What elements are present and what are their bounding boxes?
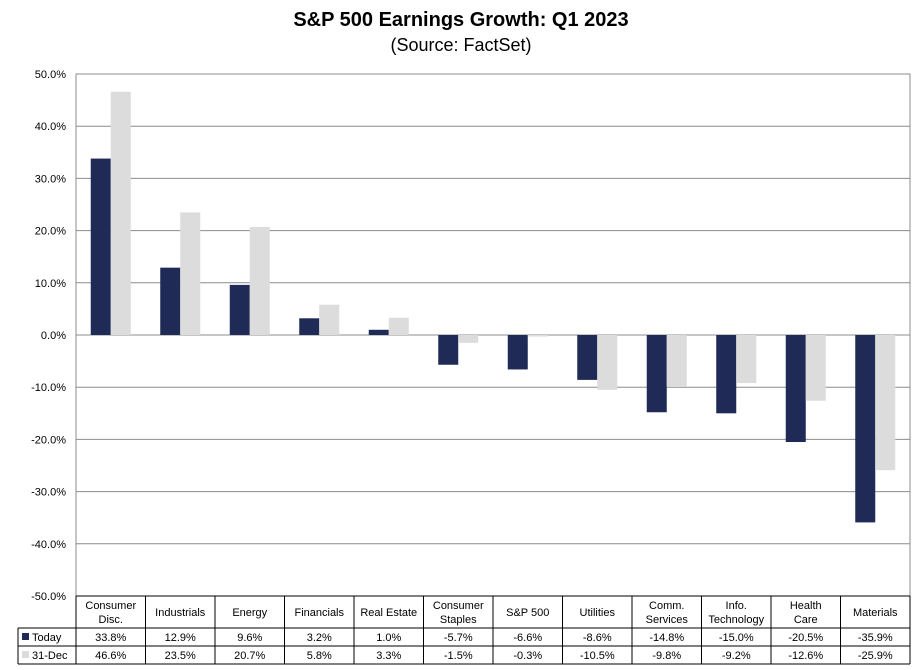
category-label: Materials [853, 607, 898, 619]
legend-label: 31-Dec [32, 650, 68, 662]
legend-label: Today [32, 632, 62, 644]
category-label: Disc. [99, 614, 123, 626]
y-tick-label: 40.0% [35, 121, 66, 133]
data-label: -0.3% [513, 650, 542, 662]
category-label: Consumer [433, 600, 484, 612]
bar-31-dec [180, 212, 201, 335]
y-tick-label: -10.0% [31, 382, 66, 394]
category-label: Real Estate [360, 607, 417, 619]
y-tick-label: 30.0% [35, 173, 66, 185]
category-label: S&P 500 [506, 607, 549, 619]
data-label: 5.8% [307, 650, 332, 662]
data-label: -9.2% [722, 650, 751, 662]
data-label: -25.9% [858, 650, 893, 662]
bar-31-dec [805, 335, 826, 401]
y-tick-label: 10.0% [35, 278, 66, 290]
bars [90, 91, 896, 523]
legend-key-31-dec [22, 651, 29, 658]
data-label: 20.7% [234, 650, 265, 662]
chart-subtitle: (Source: FactSet) [390, 35, 531, 55]
category-label: Energy [232, 607, 267, 619]
data-label: -10.5% [580, 650, 615, 662]
data-label: -5.7% [444, 632, 473, 644]
category-label: Consumer [85, 600, 136, 612]
category-label: Comm. [649, 600, 684, 612]
data-label: 23.5% [165, 650, 196, 662]
bar-31-dec [875, 335, 896, 471]
chart-title: S&P 500 Earnings Growth: Q1 2023 [293, 9, 628, 31]
bar-31-dec [597, 335, 618, 390]
gridlines [76, 73, 910, 597]
data-label: -6.6% [513, 632, 542, 644]
bar-today [229, 284, 250, 335]
category-label: Financials [294, 607, 344, 619]
data-label: 9.6% [237, 632, 262, 644]
bar-31-dec [388, 317, 409, 335]
data-label: 33.8% [95, 632, 126, 644]
data-label: 3.3% [376, 650, 401, 662]
bar-31-dec [319, 304, 340, 335]
category-label: Care [794, 614, 818, 626]
y-tick-label: -40.0% [31, 539, 66, 551]
category-label: Staples [440, 614, 477, 626]
category-label: Utilities [580, 607, 616, 619]
category-label: Health [790, 600, 822, 612]
data-table: Consumer Disc. Industrials Energy Financials… [17, 595, 911, 665]
bar-today [716, 335, 737, 414]
bar-today [299, 318, 320, 335]
category-label: Technology [708, 614, 764, 626]
data-label: 3.2% [307, 632, 332, 644]
y-tick-label: 50.0% [35, 69, 66, 81]
legend-key-today [22, 633, 29, 640]
bar-31-dec [527, 335, 548, 337]
data-label: 12.9% [165, 632, 196, 644]
bar-today [855, 335, 876, 523]
data-label: -20.5% [788, 632, 823, 644]
data-label: -35.9% [858, 632, 893, 644]
y-tick-label: 0.0% [41, 330, 66, 342]
bar-today [438, 335, 459, 365]
bar-31-dec [458, 335, 479, 343]
data-label: 46.6% [95, 650, 126, 662]
y-tick-label: -30.0% [31, 487, 66, 499]
category-label: Info. [726, 600, 747, 612]
bar-today [646, 335, 667, 413]
data-label: -8.6% [583, 632, 612, 644]
bar-today [90, 158, 111, 335]
bar-today [160, 267, 181, 335]
bar-today [368, 329, 389, 335]
bar-31-dec [666, 335, 687, 387]
bar-31-dec [249, 226, 270, 335]
bar-today [577, 335, 598, 380]
bar-today [507, 335, 528, 370]
data-label: -12.6% [788, 650, 823, 662]
y-tick-label: -20.0% [31, 434, 66, 446]
y-tick-label: -50.0% [31, 591, 66, 603]
data-label: -9.8% [652, 650, 681, 662]
data-label: -14.8% [649, 632, 684, 644]
category-label: Industrials [155, 607, 206, 619]
category-label: Services [646, 614, 689, 626]
bar-31-dec [110, 91, 131, 335]
data-label: 1.0% [376, 632, 401, 644]
data-label: -15.0% [719, 632, 754, 644]
y-tick-label: 20.0% [35, 226, 66, 238]
data-label: -1.5% [444, 650, 473, 662]
bar-today [785, 335, 806, 443]
bar-31-dec [736, 335, 757, 384]
